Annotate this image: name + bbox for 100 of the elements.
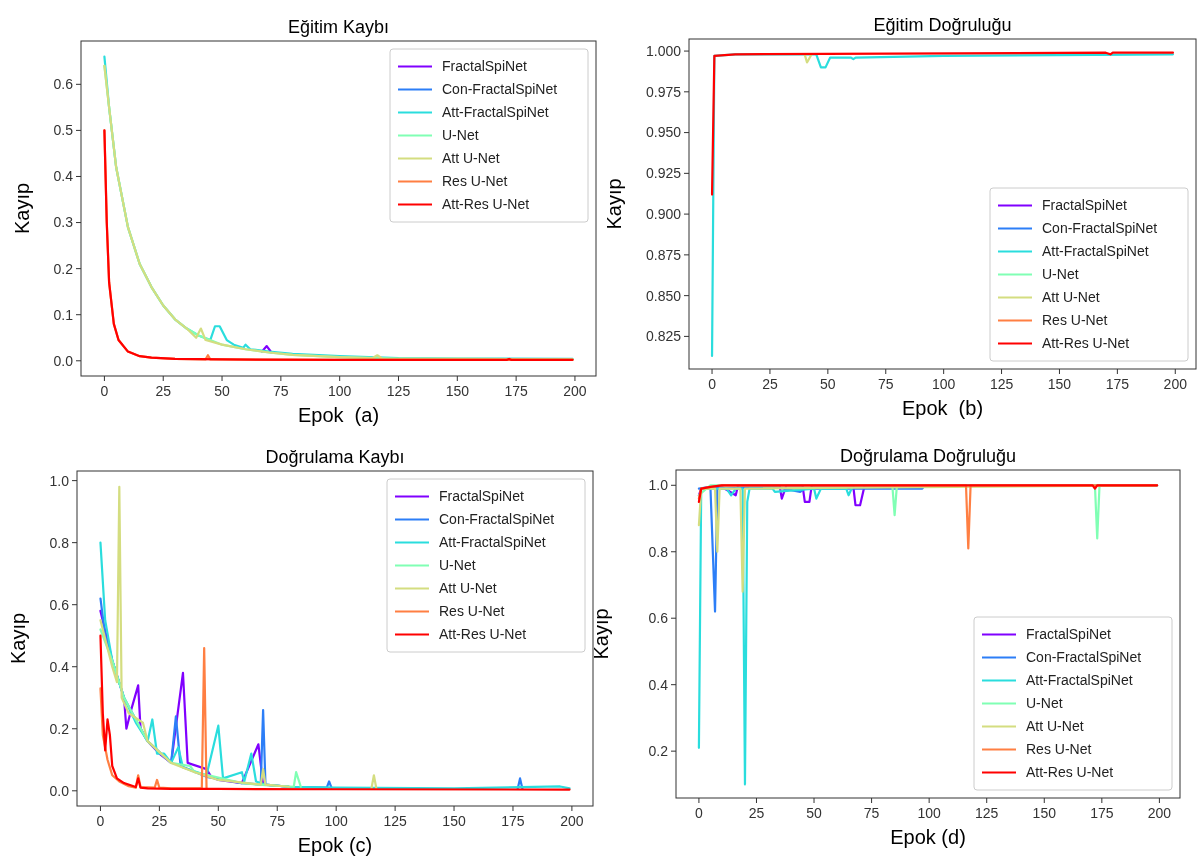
x-tick-label: 175 — [1105, 376, 1130, 392]
y-tick-label: 0.825 — [645, 328, 682, 345]
y-tick-label: 0.975 — [645, 83, 682, 100]
x-tick-label: 125 — [975, 805, 999, 821]
legend-label: FractalSpiNet — [439, 488, 524, 505]
x-tick-label: 100 — [931, 376, 956, 392]
legend-label: Att-Res U-Net — [1026, 764, 1114, 781]
chart-title: Eğitim Kaybı — [287, 17, 390, 37]
y-tick-label: 0.8 — [648, 543, 669, 560]
x-tick-label: 200 — [1147, 805, 1172, 821]
legend-label: Att-Res U-Net — [442, 196, 530, 213]
x-tick-label: 200 — [1163, 376, 1188, 392]
legend-label: Res U-Net — [1042, 312, 1108, 329]
legend-label: Res U-Net — [1026, 741, 1092, 758]
legend-label: Att-FractalSpiNet — [1026, 672, 1133, 689]
x-tick-label: 100 — [917, 805, 942, 821]
y-axis-title: Kayıp — [590, 608, 612, 660]
y-tick-label: 1.000 — [645, 42, 682, 59]
x-tick-label: 0 — [100, 383, 109, 399]
chart-title: Doğrulama Doğruluğu — [839, 446, 1017, 466]
y-tick-label: 0.4 — [49, 658, 70, 675]
chart-title: Doğrulama Kaybı — [265, 447, 405, 467]
y-tick-label: 0.0 — [53, 352, 74, 369]
y-tick-label: 0.6 — [53, 76, 74, 93]
legend-label: Res U-Net — [439, 603, 505, 620]
y-tick-label: 0.2 — [49, 720, 70, 737]
x-tick-label: 125 — [386, 383, 411, 399]
legend-label: Con-FractalSpiNet — [1042, 220, 1158, 237]
legend-label: U-Net — [439, 557, 476, 574]
y-tick-label: 0.875 — [645, 246, 682, 263]
x-tick-label: 75 — [273, 383, 289, 399]
y-tick-label: 0.4 — [648, 676, 669, 693]
x-axis-title: Epok (a) — [297, 404, 380, 426]
y-tick-label: 0.950 — [645, 124, 682, 141]
y-tick-label: 0.8 — [49, 534, 70, 551]
legend-label: U-Net — [442, 127, 479, 144]
y-tick-label: 0.6 — [648, 610, 669, 627]
x-axis-title: Epok (c) — [297, 834, 373, 856]
legend-label: Att U-Net — [1042, 289, 1100, 306]
x-tick-label: 25 — [748, 805, 765, 821]
x-tick-label: 175 — [501, 813, 525, 829]
x-tick-label: 175 — [504, 383, 529, 399]
y-tick-label: 0.925 — [645, 165, 682, 182]
legend-label: Att U-Net — [442, 150, 500, 167]
y-tick-label: 0.0 — [49, 782, 70, 799]
x-tick-label: 75 — [269, 813, 286, 829]
x-tick-label: 150 — [442, 813, 466, 829]
legend-label: FractalSpiNet — [1042, 197, 1127, 214]
x-tick-label: 125 — [383, 813, 407, 829]
legend-label: Con-FractalSpiNet — [442, 81, 558, 98]
y-axis-title: Kayıp — [603, 178, 625, 230]
x-tick-label: 100 — [324, 813, 349, 829]
chart-title: Eğitim Doğruluğu — [873, 15, 1012, 35]
legend-label: Att-FractalSpiNet — [1042, 243, 1149, 260]
legend-label: FractalSpiNet — [442, 58, 527, 75]
legend-label: FractalSpiNet — [1026, 626, 1111, 643]
y-tick-label: 0.900 — [645, 206, 682, 223]
x-tick-label: 50 — [214, 383, 231, 399]
legend-label: Att-Res U-Net — [439, 626, 527, 643]
y-tick-label: 1.0 — [648, 477, 669, 494]
x-tick-label: 75 — [863, 805, 880, 821]
x-tick-label: 25 — [155, 383, 172, 399]
x-tick-label: 50 — [806, 805, 823, 821]
legend-label: Con-FractalSpiNet — [1026, 649, 1142, 666]
y-tick-label: 0.6 — [49, 596, 70, 613]
y-tick-label: 0.3 — [53, 214, 74, 231]
y-tick-label: 0.850 — [645, 287, 682, 304]
y-axis-title: Kayıp — [7, 612, 29, 665]
x-tick-label: 0 — [708, 376, 717, 392]
x-tick-label: 0 — [695, 805, 704, 821]
legend-label: Att U-Net — [439, 580, 497, 597]
x-tick-label: 25 — [762, 376, 778, 392]
x-tick-label: 175 — [1090, 805, 1114, 821]
x-tick-label: 150 — [445, 383, 470, 399]
legend-label: Att-FractalSpiNet — [439, 534, 546, 551]
y-axis-title: Kayıp — [11, 182, 33, 235]
x-tick-label: 150 — [1032, 805, 1057, 821]
x-axis-title: Epok (d) — [890, 826, 966, 848]
y-tick-label: 0.2 — [648, 743, 669, 760]
x-tick-label: 125 — [989, 376, 1014, 392]
legend-label: Att-Res U-Net — [1042, 335, 1130, 352]
x-axis-title: Epok (b) — [901, 397, 984, 419]
y-tick-label: 0.5 — [53, 122, 74, 139]
x-tick-label: 0 — [96, 813, 105, 829]
y-tick-label: 0.2 — [53, 260, 74, 277]
legend-label: Att-FractalSpiNet — [442, 104, 549, 121]
legend-label: U-Net — [1042, 266, 1079, 283]
x-tick-label: 25 — [151, 813, 168, 829]
x-tick-label: 150 — [1047, 376, 1072, 392]
x-tick-label: 200 — [563, 383, 587, 399]
y-tick-label: 0.4 — [53, 168, 74, 185]
x-tick-label: 200 — [560, 813, 584, 829]
x-tick-label: 50 — [820, 376, 836, 392]
legend-label: Con-FractalSpiNet — [439, 511, 555, 528]
y-tick-label: 1.0 — [49, 472, 70, 489]
x-tick-label: 75 — [877, 376, 894, 392]
x-tick-label: 100 — [328, 383, 352, 399]
x-tick-label: 50 — [210, 813, 227, 829]
legend-label: Att U-Net — [1026, 718, 1084, 735]
legend-label: Res U-Net — [442, 173, 508, 190]
